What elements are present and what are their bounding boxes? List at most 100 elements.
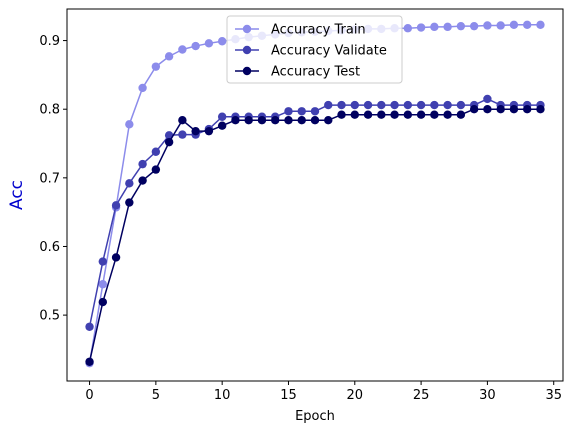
data-point — [416, 100, 426, 110]
data-point — [204, 126, 214, 136]
legend-label: Accuracy Test — [271, 65, 360, 80]
data-point — [390, 100, 399, 110]
y-tick-label: 0.8 — [39, 103, 60, 118]
data-point — [297, 115, 306, 125]
x-tick-label: 5 — [152, 388, 160, 403]
data-point — [125, 179, 134, 188]
data-point — [522, 105, 532, 114]
data-point — [111, 253, 121, 262]
data-point — [509, 20, 519, 29]
data-point — [138, 176, 147, 185]
data-point — [151, 62, 161, 71]
data-point — [483, 94, 492, 104]
x-axis-label: Epoch — [295, 409, 335, 424]
data-point — [390, 110, 399, 119]
data-point — [456, 100, 466, 110]
data-point — [271, 115, 280, 125]
data-point — [337, 100, 346, 110]
y-axis-ticks: 0.5 0.6 0.7 0.8 0.9 — [39, 34, 67, 324]
x-tick-label: 25 — [413, 388, 430, 403]
data-point — [536, 105, 545, 114]
data-point — [178, 115, 187, 125]
legend-label: Accuracy Validate — [271, 44, 387, 59]
legend-entry: Accuracy Test — [235, 65, 360, 80]
data-point — [204, 39, 214, 48]
data-point — [456, 110, 466, 119]
data-point — [164, 52, 174, 61]
legend-swatch-marker — [242, 45, 252, 55]
data-point — [85, 322, 94, 331]
data-point — [483, 21, 492, 30]
plot-frame — [66, 8, 564, 382]
x-tick-label: 10 — [214, 388, 231, 403]
data-point — [363, 110, 373, 119]
data-point — [403, 24, 413, 33]
data-point — [217, 121, 227, 130]
data-point — [430, 22, 439, 32]
data-point — [98, 280, 108, 289]
data-point — [430, 110, 439, 119]
x-tick-label: 35 — [545, 388, 562, 403]
data-point — [469, 21, 479, 31]
legend-box — [226, 15, 403, 84]
data-point — [416, 23, 426, 32]
data-point — [231, 115, 240, 125]
data-point — [310, 115, 320, 125]
series-accuracy-test — [85, 105, 545, 366]
legend-entry: Accuracy Validate — [235, 44, 387, 59]
data-point — [430, 100, 439, 110]
legend-entry: Accuracy Train — [235, 23, 366, 38]
data-point — [337, 110, 346, 119]
x-tick-label: 0 — [85, 388, 93, 403]
data-point — [324, 115, 333, 125]
data-point — [191, 41, 200, 51]
x-tick-label: 15 — [280, 388, 297, 403]
data-point — [496, 21, 505, 30]
data-point — [403, 110, 413, 119]
legend-swatch-marker — [242, 24, 252, 34]
y-tick-label: 0.5 — [39, 309, 60, 324]
data-point — [138, 159, 147, 169]
data-point — [191, 126, 200, 136]
legend-swatch-marker — [242, 66, 252, 76]
data-point — [377, 100, 386, 110]
data-point — [443, 22, 452, 32]
data-point — [310, 107, 320, 116]
data-point — [363, 100, 373, 110]
data-point — [350, 100, 359, 110]
data-point — [284, 115, 293, 125]
data-point — [125, 120, 134, 129]
data-point — [85, 357, 94, 366]
y-tick-label: 0.9 — [39, 34, 60, 49]
series-line — [88, 98, 541, 327]
data-point — [416, 110, 426, 119]
data-point — [98, 257, 108, 266]
data-point — [522, 20, 532, 29]
data-point — [125, 198, 134, 207]
legend: Accuracy Train Accuracy Validate Accuracy … — [226, 15, 403, 84]
data-point — [257, 115, 267, 125]
data-point — [138, 83, 147, 93]
y-axis-label: Acc — [7, 180, 27, 210]
data-point — [151, 165, 161, 174]
y-tick-label: 0.6 — [39, 240, 60, 255]
data-point — [483, 105, 492, 114]
data-point — [164, 137, 174, 147]
data-point — [111, 201, 121, 210]
data-point — [403, 100, 413, 110]
x-tick-label: 20 — [347, 388, 364, 403]
data-point — [178, 45, 187, 54]
data-point — [98, 297, 108, 307]
data-point — [297, 107, 306, 116]
series-line — [88, 108, 541, 362]
data-point — [284, 107, 293, 116]
data-point — [324, 100, 333, 110]
data-point — [456, 21, 466, 31]
data-point — [536, 20, 545, 29]
data-point — [217, 112, 227, 121]
data-point — [443, 110, 452, 119]
data-point — [350, 110, 359, 119]
data-point — [377, 110, 386, 119]
x-axis-ticks: 0 5 10 15 20 25 30 35 — [85, 381, 562, 403]
